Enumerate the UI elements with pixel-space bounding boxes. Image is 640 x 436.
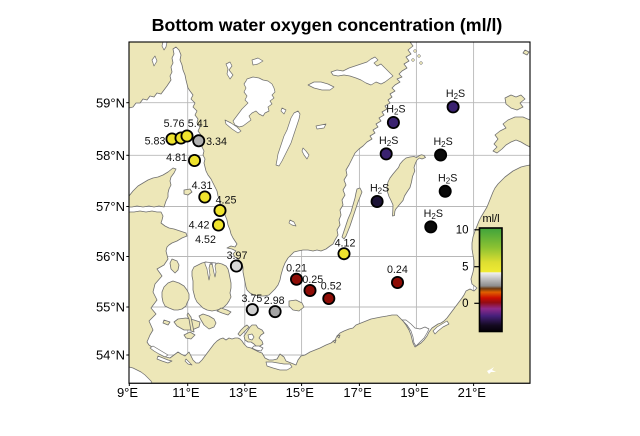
svg-text:H2S: H2S — [446, 88, 465, 101]
svg-text:Bottom water oxygen concentrat: Bottom water oxygen concentration (ml/l) — [152, 15, 503, 35]
svg-text:H2S: H2S — [379, 135, 398, 148]
svg-text:5.76: 5.76 — [164, 118, 185, 130]
svg-text:19°E: 19°E — [400, 385, 429, 400]
svg-text:3.75: 3.75 — [241, 293, 262, 305]
svg-text:4.31: 4.31 — [192, 180, 213, 192]
svg-text:11°E: 11°E — [172, 385, 200, 400]
svg-text:4.52: 4.52 — [195, 234, 216, 246]
svg-text:21°E: 21°E — [458, 385, 487, 400]
svg-text:0: 0 — [462, 298, 468, 310]
svg-text:5.41: 5.41 — [188, 118, 209, 130]
svg-text:58°N: 58°N — [96, 148, 125, 163]
svg-text:2.98: 2.98 — [264, 295, 285, 307]
svg-text:H2S: H2S — [424, 208, 443, 221]
svg-text:H2S: H2S — [433, 136, 452, 149]
svg-text:H2S: H2S — [438, 172, 457, 185]
svg-text:5: 5 — [462, 261, 468, 273]
svg-text:15°E: 15°E — [286, 385, 315, 400]
svg-text:10: 10 — [456, 224, 469, 236]
svg-text:3.97: 3.97 — [227, 250, 248, 262]
svg-text:4.81: 4.81 — [166, 152, 187, 164]
svg-text:0.21: 0.21 — [286, 263, 307, 275]
svg-text:55°N: 55°N — [96, 300, 125, 315]
svg-text:17°E: 17°E — [343, 385, 372, 400]
svg-text:57°N: 57°N — [96, 199, 125, 214]
svg-text:0.24: 0.24 — [387, 264, 408, 276]
svg-text:3.34: 3.34 — [206, 136, 227, 148]
svg-text:5.83: 5.83 — [145, 136, 166, 148]
svg-text:ml/l: ml/l — [482, 213, 499, 225]
svg-text:4.42: 4.42 — [189, 220, 210, 232]
svg-text:59°N: 59°N — [96, 95, 125, 110]
svg-text:9°E: 9°E — [117, 385, 138, 400]
svg-text:H2S: H2S — [370, 183, 389, 196]
svg-text:56°N: 56°N — [96, 249, 125, 264]
svg-text:H2S: H2S — [386, 104, 405, 117]
svg-text:4.12: 4.12 — [335, 237, 356, 249]
svg-text:13°E: 13°E — [229, 385, 258, 400]
svg-text:4.25: 4.25 — [216, 195, 237, 207]
svg-text:54°N: 54°N — [96, 348, 125, 363]
svg-text:0.52: 0.52 — [321, 280, 342, 292]
svg-text:0.25: 0.25 — [302, 274, 323, 286]
